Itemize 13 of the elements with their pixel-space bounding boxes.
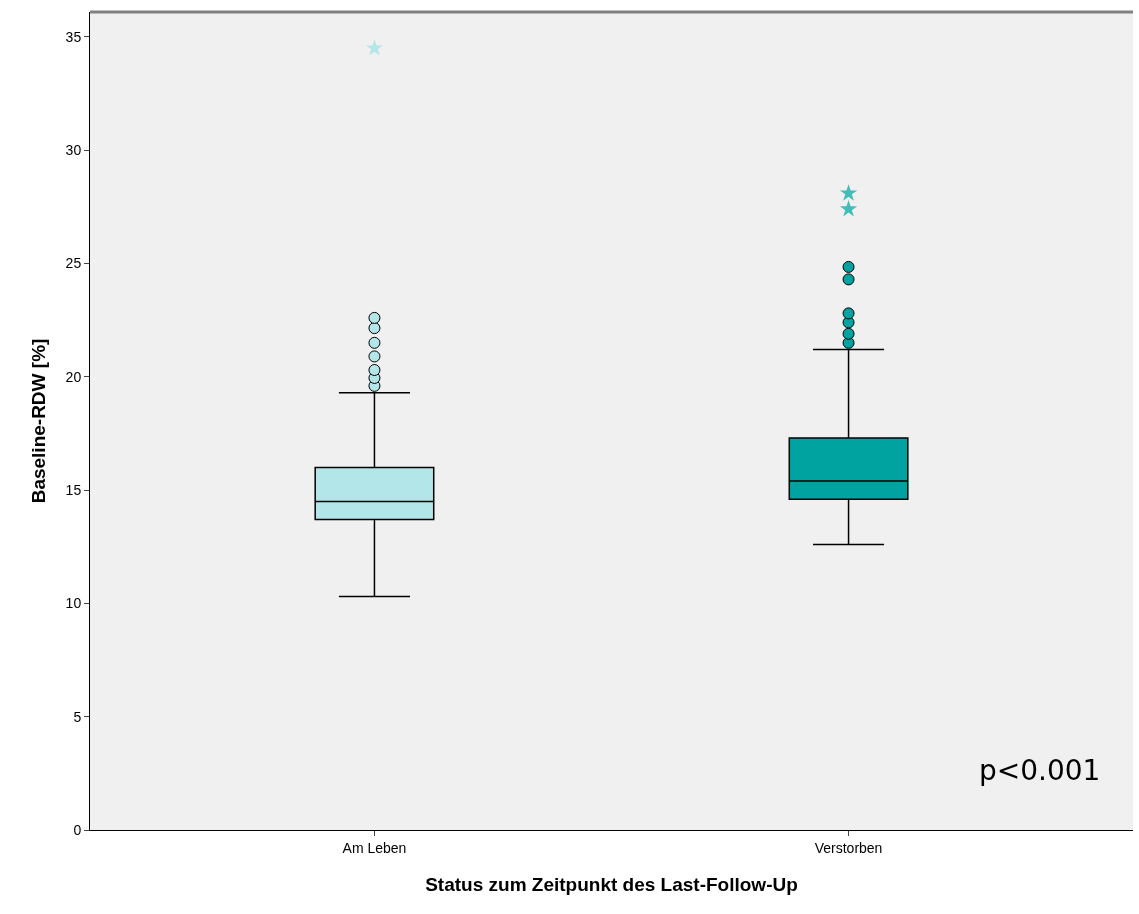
- y-tick-label: 35: [65, 28, 82, 45]
- x-tick-label: Am Leben: [342, 839, 407, 856]
- y-tick-label: 10: [65, 595, 82, 612]
- y-tick-label: 30: [65, 142, 82, 159]
- y-tick-label: 5: [73, 708, 82, 725]
- y-tick-label: 15: [65, 482, 82, 499]
- y-tick-label: 0: [73, 821, 82, 838]
- y-tick-label: 25: [65, 255, 82, 272]
- annotation: p<0.001: [979, 754, 1101, 787]
- x-tick-label: Verstorben: [814, 839, 883, 856]
- y-axis-title: Baseline-RDW [%]: [28, 338, 50, 504]
- y-tick-label: 20: [65, 368, 82, 385]
- x-axis-title: Status zum Zeitpunkt des Last-Follow-Up: [425, 873, 798, 895]
